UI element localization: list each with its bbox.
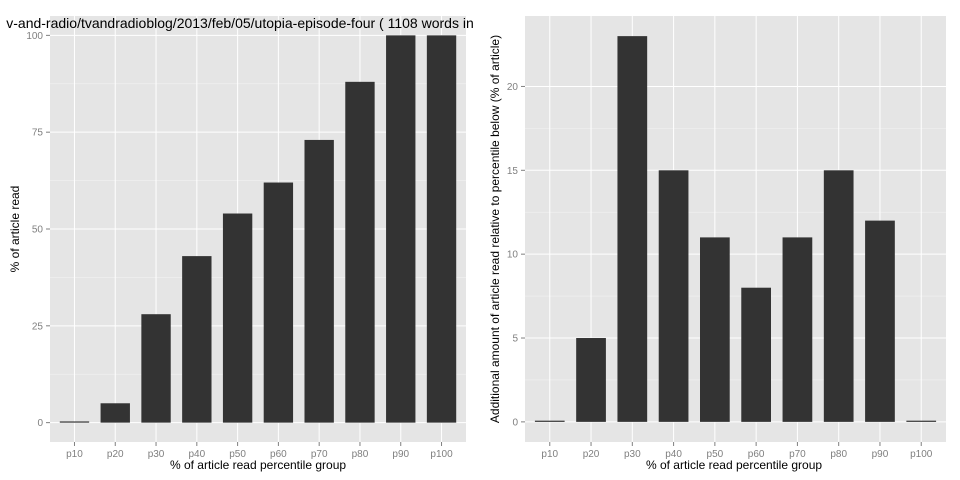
left-y-tick-label: 75 bbox=[32, 128, 44, 139]
right-bar-p30 bbox=[617, 36, 648, 422]
left-chart-title: v-and-radio/tvandradioblog/2013/feb/05/u… bbox=[6, 15, 474, 31]
left-y-tick-label: 100 bbox=[26, 31, 43, 42]
left-x-tick-label: p30 bbox=[148, 449, 165, 460]
left-x-axis-title: % of article read percentile group bbox=[170, 458, 346, 472]
left-y-tick-label: 25 bbox=[32, 321, 44, 332]
right-x-tick-label: p30 bbox=[624, 449, 641, 460]
right-bar-p50 bbox=[700, 237, 730, 422]
left-x-tick-label: p70 bbox=[311, 449, 328, 460]
right-y-tick-label: 15 bbox=[507, 166, 519, 177]
right-y-tick-label: 10 bbox=[507, 250, 519, 261]
right-y-tick-label: 20 bbox=[507, 82, 519, 93]
right-x-tick-label: p80 bbox=[830, 449, 847, 460]
right-y-tick-label: 5 bbox=[512, 334, 518, 345]
left-bar-p60 bbox=[263, 182, 294, 423]
left-y-axis-title: % of article read bbox=[8, 186, 22, 273]
right-x-tick-label: p40 bbox=[665, 449, 682, 460]
right-x-tick-label: p100 bbox=[910, 449, 933, 460]
right-x-tick-label: p70 bbox=[789, 449, 806, 460]
right-bar-p90 bbox=[865, 220, 895, 422]
right-y-axis-title: Additional amount of article read relati… bbox=[488, 35, 502, 423]
left-x-tick-label: p20 bbox=[107, 449, 124, 460]
left-x-tick-label: p40 bbox=[188, 449, 205, 460]
left-bar-p20 bbox=[100, 403, 130, 423]
left-x-tick-label: p80 bbox=[352, 449, 369, 460]
right-x-tick-label: p10 bbox=[541, 449, 558, 460]
left-bar-p50 bbox=[222, 213, 253, 423]
chart-left-panel: 0 25 50 75 100 p10 p20 p30 p40 p50 p60 p70 p80 p90 p10… bbox=[6, 15, 474, 472]
right-x-axis-title: % of article read percentile group bbox=[646, 458, 822, 472]
right-x-tick-label: p90 bbox=[872, 449, 889, 460]
left-y-tick-label: 0 bbox=[37, 418, 43, 429]
right-x-tick-label: p60 bbox=[748, 449, 765, 460]
right-bar-p70 bbox=[782, 237, 813, 422]
right-bar-p40 bbox=[658, 170, 689, 422]
left-bar-p70 bbox=[304, 139, 334, 423]
right-bar-p10 bbox=[534, 420, 565, 422]
left-bar-p40 bbox=[182, 256, 212, 423]
left-bar-p10 bbox=[59, 421, 90, 423]
left-y-tick-label: 50 bbox=[32, 225, 44, 236]
right-bar-p60 bbox=[741, 287, 771, 422]
left-x-tick-label: p60 bbox=[270, 449, 287, 460]
left-x-tick-label: p10 bbox=[66, 449, 83, 460]
right-bar-p100 bbox=[906, 420, 937, 422]
left-x-tick-label: p90 bbox=[392, 449, 409, 460]
left-x-tick-label: p50 bbox=[229, 449, 246, 460]
right-x-tick-label: p20 bbox=[583, 449, 600, 460]
left-x-tick-label: p100 bbox=[430, 449, 453, 460]
left-bar-p90 bbox=[386, 35, 416, 423]
left-bar-p30 bbox=[141, 314, 171, 423]
right-x-tick-label: p50 bbox=[707, 449, 724, 460]
left-bar-p80 bbox=[345, 81, 375, 423]
right-y-tick-label: 0 bbox=[512, 417, 518, 428]
right-bar-p20 bbox=[576, 338, 606, 422]
chart-right-panel: 0 5 10 15 20 p10 p20 p30 p40 p50 p60 p70 p80 p90 p100%… bbox=[488, 16, 946, 472]
right-bar-p80 bbox=[823, 170, 854, 422]
left-bar-p100 bbox=[426, 35, 457, 423]
